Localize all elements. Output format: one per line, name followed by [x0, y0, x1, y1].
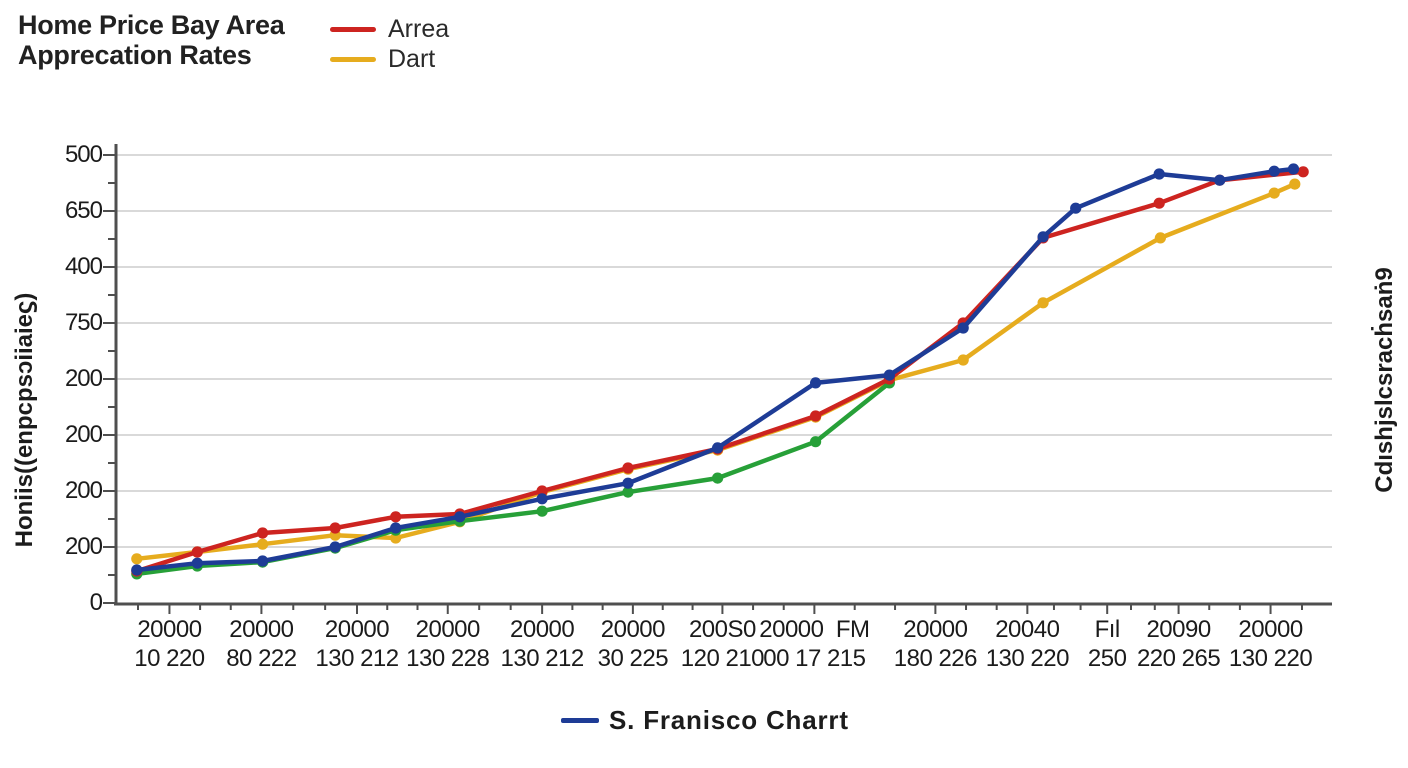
legend-label: Dart: [388, 44, 436, 73]
x-tick-label-line1: 20000: [600, 616, 666, 643]
data-point-marker: [712, 442, 724, 454]
data-point-marker: [329, 541, 341, 553]
data-point-marker: [1214, 174, 1226, 186]
data-point-marker: [1153, 168, 1165, 180]
x-tick-label-line2: 00 17 215: [763, 645, 866, 672]
x-tick-label-line1: 200S0: [688, 616, 756, 643]
data-point-marker: [810, 377, 822, 389]
data-point-marker: [191, 546, 203, 558]
y-tick-label: 400: [64, 253, 103, 280]
series-line: [134, 169, 1306, 574]
data-point-marker: [622, 462, 634, 474]
data-point-marker: [957, 322, 969, 334]
data-point-marker: [536, 485, 548, 497]
data-point-marker: [1154, 232, 1166, 244]
series-line: [134, 166, 1296, 573]
x-tick-label-line2: 130 212: [500, 645, 584, 672]
y-tick-label: 500: [64, 141, 103, 168]
series-dart: [131, 178, 1301, 565]
x-tick-label-line2: 80 222: [226, 645, 297, 672]
x-tick-label-line1: 20000: [903, 616, 968, 643]
data-point-marker: [810, 410, 822, 422]
data-point-marker: [536, 505, 548, 517]
x-tick-label-line2: 120 210: [680, 645, 765, 672]
data-point-marker: [883, 369, 896, 381]
y-tick-label: 200: [64, 533, 103, 560]
y-tick-label: 650: [64, 197, 103, 224]
data-point-marker: [390, 511, 402, 523]
data-point-marker: [390, 532, 402, 544]
legend-item-arrea: Arrea: [330, 14, 449, 44]
data-point-marker: [257, 527, 269, 539]
bottom-legend-label: S. Franisco Charrt: [609, 705, 849, 735]
legend-swatch-yellow-line: [330, 56, 376, 62]
x-tick-label-line2: 30 225: [597, 645, 669, 672]
data-point-marker: [536, 493, 548, 505]
x-tick-label-line2: 130 220: [985, 645, 1070, 672]
chart-title: Home Price Bay Area Apprecation Rates: [18, 10, 285, 70]
x-tick-label-line1: 20040: [995, 616, 1060, 643]
y-tick-label: 750: [64, 309, 103, 336]
x-tick-label-line2: 10 220: [134, 645, 205, 672]
x-tick-label-line2: 180 226: [893, 645, 978, 672]
data-point-marker: [957, 354, 969, 366]
legend-item-dart: Dart: [330, 44, 449, 74]
data-point-marker: [1289, 178, 1301, 190]
y-tick-label: 200: [64, 365, 103, 392]
data-point-marker: [1297, 166, 1309, 178]
data-point-marker: [1153, 197, 1165, 209]
chart-title-line2: Apprecation Rates: [18, 40, 252, 70]
top-legend: Arrea Dart: [330, 14, 449, 74]
series-s-franisco-charrt: [131, 163, 1300, 576]
data-point-marker: [191, 557, 203, 569]
y-tick-label: 200: [64, 421, 103, 448]
series-line: [134, 181, 1298, 562]
y-tick-label: 0: [89, 589, 103, 616]
x-tick-label-line1: Fıl: [1094, 616, 1121, 643]
x-tick-label-line2: 130 212: [315, 645, 399, 672]
data-point-marker: [712, 472, 724, 484]
y-tick-label: 200: [64, 477, 103, 504]
x-tick-label-line1: 20000 FM: [759, 616, 870, 643]
legend-swatch-red-line: [330, 26, 376, 32]
bottom-legend: S. Franisco Charrt: [561, 705, 849, 736]
x-tick-label-line2: 220 265: [1136, 645, 1221, 672]
data-point-marker: [454, 511, 466, 523]
x-tick-label-line1: 20000: [229, 616, 294, 643]
data-point-marker: [390, 522, 402, 534]
data-point-marker: [1268, 187, 1280, 199]
chart-title-line1: Home Price Bay Area: [18, 10, 285, 40]
legend-label: Arrea: [388, 14, 450, 43]
data-point-marker: [257, 538, 269, 550]
x-tick-label-line1: 20000: [415, 616, 481, 643]
x-tick-label-line2: 130 228: [406, 645, 490, 672]
data-point-marker: [1268, 165, 1280, 177]
data-point-marker: [1037, 231, 1049, 243]
data-point-marker: [131, 564, 143, 576]
data-point-marker: [622, 486, 634, 498]
x-tick-label-line2: 250: [1087, 645, 1127, 672]
data-point-marker: [1037, 297, 1049, 309]
x-tick-label-line1: 20090: [1146, 616, 1211, 643]
data-point-marker: [1070, 202, 1082, 214]
data-point-marker: [810, 436, 822, 448]
data-point-marker: [1287, 163, 1300, 175]
x-tick-label-line1: 20000: [510, 616, 575, 643]
series-arrea: [131, 166, 1309, 577]
legend-swatch-blue-line: [561, 718, 599, 723]
data-point-marker: [622, 477, 634, 489]
x-tick-label-line1: 20000: [1238, 616, 1303, 643]
x-tick-label-line1: 20000: [324, 616, 390, 643]
data-point-marker: [257, 555, 269, 567]
data-point-marker: [329, 522, 341, 534]
x-tick-label-line1: 20000: [137, 616, 202, 643]
data-point-marker: [131, 553, 143, 565]
x-tick-label-line2: 130 220: [1228, 645, 1313, 672]
